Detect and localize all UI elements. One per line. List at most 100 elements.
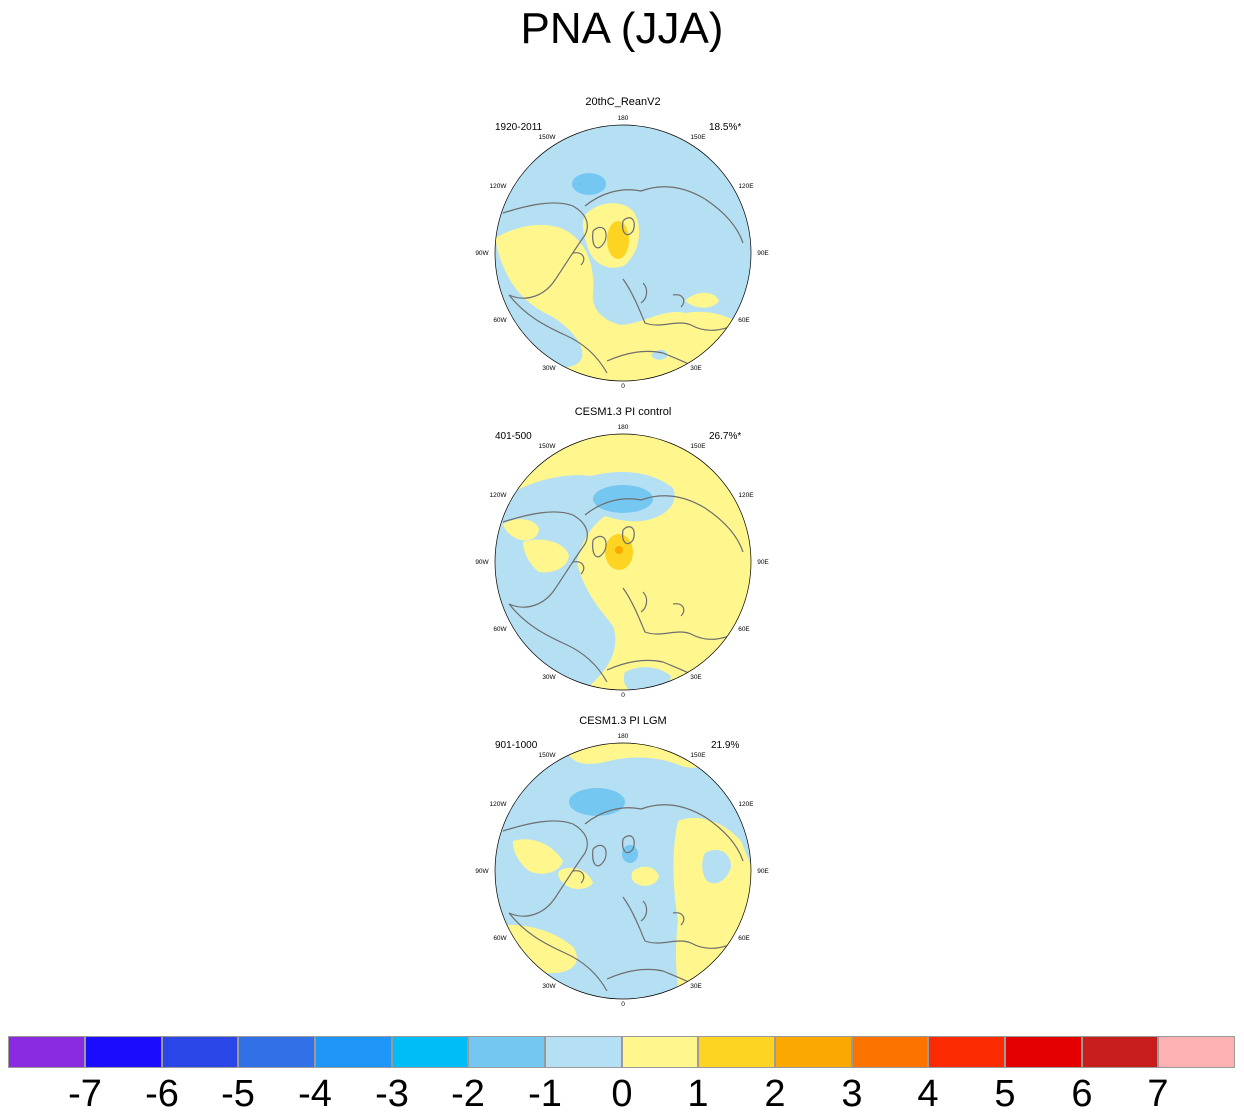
panel-2-positive-region xyxy=(503,519,539,541)
panel-1-title: 20thC_ReanV2 xyxy=(585,96,661,108)
lon-label-60e: 60E xyxy=(738,317,750,324)
lon-label-180: 180 xyxy=(618,115,629,122)
colorbar-box xyxy=(468,1036,545,1068)
colorbar-box xyxy=(775,1036,852,1068)
lon-label-60e: 60E xyxy=(738,626,750,633)
panel-1-negative-center xyxy=(572,173,606,195)
lon-label-60w: 60W xyxy=(493,626,507,633)
panel-1-map-border xyxy=(494,124,752,382)
panel-3-map-border xyxy=(494,742,752,1000)
lon-label-120w: 120W xyxy=(490,801,508,808)
panel-2-coastlines xyxy=(502,495,744,683)
colorbar-label: -3 xyxy=(375,1073,409,1115)
colorbar-label: 2 xyxy=(764,1073,786,1115)
colorbar-label: 1 xyxy=(687,1073,709,1115)
colorbar-box xyxy=(238,1036,315,1068)
colorbar-box xyxy=(85,1036,162,1068)
panel-3-coastlines xyxy=(502,804,744,992)
lon-label-60w: 60W xyxy=(493,317,507,324)
colorbar-label: 3 xyxy=(841,1073,863,1115)
colorbar-label: 0 xyxy=(611,1073,633,1115)
lon-label-90w: 90W xyxy=(475,250,489,257)
panel-3-positive-region xyxy=(673,817,751,999)
lon-label-90e: 90E xyxy=(757,868,769,875)
lon-label-0: 0 xyxy=(621,383,625,390)
panel-3-map: 180 150E 120E 90E 60E 30E 0 30W 60W 90W … xyxy=(475,733,769,1008)
lon-label-90w: 90W xyxy=(475,559,489,566)
lon-label-150w: 150W xyxy=(539,443,557,450)
lon-label-30e: 30E xyxy=(690,983,702,990)
colorbar-box xyxy=(622,1036,698,1068)
colorbar-box xyxy=(315,1036,392,1068)
panel-2-title: CESM1.3 PI control xyxy=(574,406,672,418)
panel-1-coastlines xyxy=(502,186,744,374)
panel-3-variance: 21.9% xyxy=(711,740,740,751)
panel-2-map-border xyxy=(494,433,752,691)
panel-1-map: 180 150E 120E 90E 60E 30E 0 30W 60W 90W … xyxy=(475,115,769,390)
lon-label-120w: 120W xyxy=(490,183,508,190)
colorbar-box xyxy=(852,1036,928,1068)
lon-label-30e: 30E xyxy=(690,674,702,681)
colorbar-box xyxy=(698,1036,775,1068)
colorbar-box xyxy=(1005,1036,1082,1068)
panel-2-period: 401-500 xyxy=(495,431,532,442)
panel-1-negative-region xyxy=(651,349,668,360)
lon-label-0: 0 xyxy=(621,692,625,699)
lon-label-150w: 150W xyxy=(539,134,557,141)
panel-3-negative-region xyxy=(702,849,731,884)
colorbar-box xyxy=(928,1036,1005,1068)
colorbar-label: -2 xyxy=(451,1073,485,1115)
panel-3-title: CESM1.3 PI LGM xyxy=(579,715,667,727)
colorbar-label: 6 xyxy=(1071,1073,1093,1115)
colorbar-label: -7 xyxy=(68,1073,102,1115)
colorbar-box xyxy=(1158,1036,1235,1068)
panel-2-positive-peak xyxy=(615,546,623,554)
lon-label-60e: 60E xyxy=(738,935,750,942)
lon-label-180: 180 xyxy=(618,733,629,740)
panel-2-map: 180 150E 120E 90E 60E 30E 0 30W 60W 90W … xyxy=(475,424,769,699)
lon-label-30w: 30W xyxy=(542,674,556,681)
colorbar-box xyxy=(162,1036,238,1068)
lon-label-150e: 150E xyxy=(690,752,706,759)
lon-label-30w: 30W xyxy=(542,983,556,990)
colorbar-label: 7 xyxy=(1147,1073,1169,1115)
panel-1-period: 1920-2011 xyxy=(495,122,543,133)
colorbar-box xyxy=(392,1036,468,1068)
lon-label-90w: 90W xyxy=(475,868,489,875)
lon-label-150w: 150W xyxy=(539,752,557,759)
lon-label-150e: 150E xyxy=(690,134,706,141)
panel-3-positive-region xyxy=(513,839,563,874)
colorbar-label: 4 xyxy=(917,1073,939,1115)
lon-label-120e: 120E xyxy=(738,492,754,499)
lon-label-0: 0 xyxy=(621,1001,625,1008)
figure-title: PNA (JJA) xyxy=(520,4,724,53)
lon-label-120e: 120E xyxy=(738,801,754,808)
panel-1-variance: 18.5%* xyxy=(709,122,742,133)
lon-label-90e: 90E xyxy=(757,250,769,257)
colorbar-label: -6 xyxy=(145,1073,179,1115)
panel-1-positive-region xyxy=(685,292,719,308)
lon-label-120e: 120E xyxy=(738,183,754,190)
panel-2-variance: 26.7%* xyxy=(709,431,742,442)
panel-3-negative-center xyxy=(569,788,625,816)
panel-2-positive-region xyxy=(523,539,569,573)
lon-label-30w: 30W xyxy=(542,365,556,372)
lon-label-60w: 60W xyxy=(493,935,507,942)
panel-1-positive-center xyxy=(607,221,629,259)
colorbar-box xyxy=(1082,1036,1158,1068)
lon-label-120w: 120W xyxy=(490,492,508,499)
colorbar-label: -4 xyxy=(298,1073,332,1115)
colorbar-box xyxy=(545,1036,622,1068)
panel-3-positive-region xyxy=(631,866,659,886)
panel-3-period: 901-1000 xyxy=(495,740,538,751)
colorbar-label: -5 xyxy=(221,1073,255,1115)
colorbar-label: -1 xyxy=(528,1073,562,1115)
lon-label-90e: 90E xyxy=(757,559,769,566)
lon-label-30e: 30E xyxy=(690,365,702,372)
colorbar-box xyxy=(8,1036,85,1068)
lon-label-150e: 150E xyxy=(690,443,706,450)
colorbar-label: 5 xyxy=(994,1073,1016,1115)
lon-label-180: 180 xyxy=(618,424,629,431)
panel-3-negative-center xyxy=(622,845,638,863)
panel-3-positive-region xyxy=(558,867,593,889)
